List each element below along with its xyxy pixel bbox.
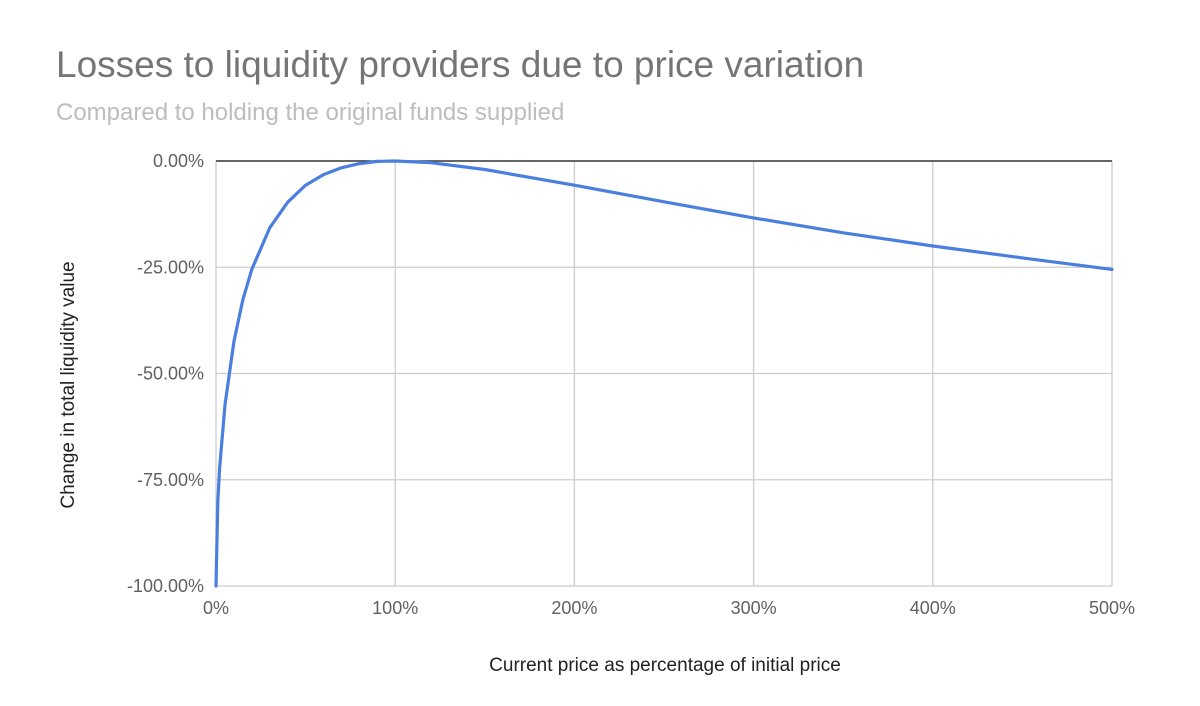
x-tick-label: 0%: [203, 598, 229, 618]
chart-title: Losses to liquidity providers due to pri…: [56, 44, 865, 85]
y-tick-label: -75.00%: [137, 470, 204, 490]
y-tick-label: 0.00%: [153, 151, 204, 171]
x-tick-label: 100%: [372, 598, 418, 618]
x-tick-label: 300%: [731, 598, 777, 618]
series-group: [214, 159, 1114, 588]
tick-labels: 0% 100% 200% 300% 400% 500% 0.00% -25.00% -50.00…: [127, 151, 1135, 618]
series-line: [214, 159, 1114, 588]
y-tick-label: -50.00%: [137, 364, 204, 384]
x-tick-label: 200%: [551, 598, 597, 618]
y-tick-label: -100.00%: [127, 576, 204, 596]
chart-subtitle: Compared to holding the original funds s…: [56, 99, 565, 126]
grid-lines: [215, 160, 1113, 587]
x-tick-label: 500%: [1089, 598, 1135, 618]
x-axis-title: Current price as percentage of initial p…: [489, 655, 841, 676]
y-tick-label: -25.00%: [137, 257, 204, 277]
y-axis-title: Change in total liquidity value: [58, 261, 79, 508]
x-tick-label: 400%: [910, 598, 956, 618]
